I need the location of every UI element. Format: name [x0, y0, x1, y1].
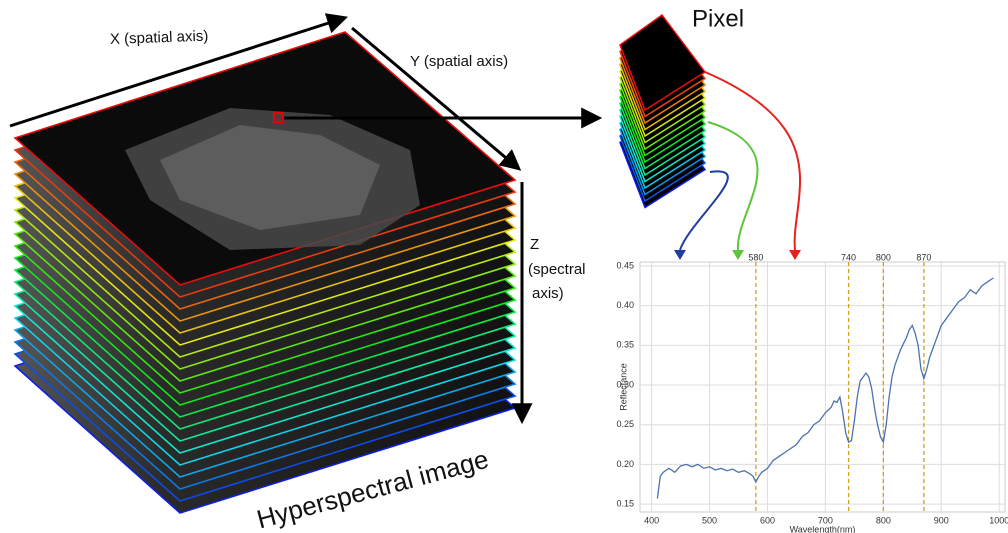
pixel-cube	[619, 13, 707, 209]
y-axis-arrow	[351, 26, 522, 171]
x-tick-label: 400	[644, 515, 659, 525]
marker-label: 800	[876, 252, 891, 262]
marker-label: 870	[916, 252, 931, 262]
y-tick-label: 0.15	[616, 498, 634, 508]
layer-stack	[13, 31, 517, 514]
z-axis-label: axis)	[532, 285, 564, 302]
arrowhead	[674, 250, 686, 260]
x-axis-label: X (spatial axis)	[110, 28, 209, 48]
blue-band-arrow	[679, 170, 729, 251]
x-tick-label: 1000	[989, 515, 1008, 525]
x-tick-label: 500	[702, 515, 717, 525]
spectrum-chart: 0.15 0.20 0.25 0.30 0.35 0.40 0.45 400 500 600 700…	[616, 252, 1008, 533]
x-axis-title: Wavelength(nm)	[790, 524, 856, 533]
pixel-marker	[273, 112, 284, 123]
y-tick-label: 0.25	[616, 419, 634, 429]
red-band-arrow	[704, 71, 802, 251]
plot-area	[639, 261, 1006, 513]
pixel-label: Pixel	[692, 5, 744, 32]
arrowhead	[732, 250, 744, 260]
arrowhead	[789, 250, 801, 260]
y-axis-title: Reflectance	[618, 363, 628, 411]
x-tick-label: 900	[934, 515, 949, 525]
green-band-arrow	[707, 121, 759, 251]
y-tick-label: 0.20	[616, 459, 634, 469]
x-tick-label: 700	[818, 515, 833, 525]
y-tick-label: 0.35	[616, 340, 634, 350]
scene	[160, 125, 380, 230]
y-tick-label: 0.45	[616, 260, 634, 270]
y-tick-label: 0.30	[616, 379, 634, 389]
z-axis-label: Z	[530, 236, 539, 253]
x-tick-label: 800	[876, 515, 891, 525]
spectrum-line	[656, 277, 994, 499]
x-axis-arrow	[9, 13, 348, 128]
y-tick-label: 0.40	[616, 300, 634, 310]
z-axis-label: (spectral	[528, 261, 586, 278]
marker-label: 740	[841, 252, 856, 262]
x-tick-label: 600	[760, 515, 775, 525]
marker-label: 580	[748, 252, 763, 262]
y-axis-label: Y (spatial axis)	[410, 53, 508, 70]
